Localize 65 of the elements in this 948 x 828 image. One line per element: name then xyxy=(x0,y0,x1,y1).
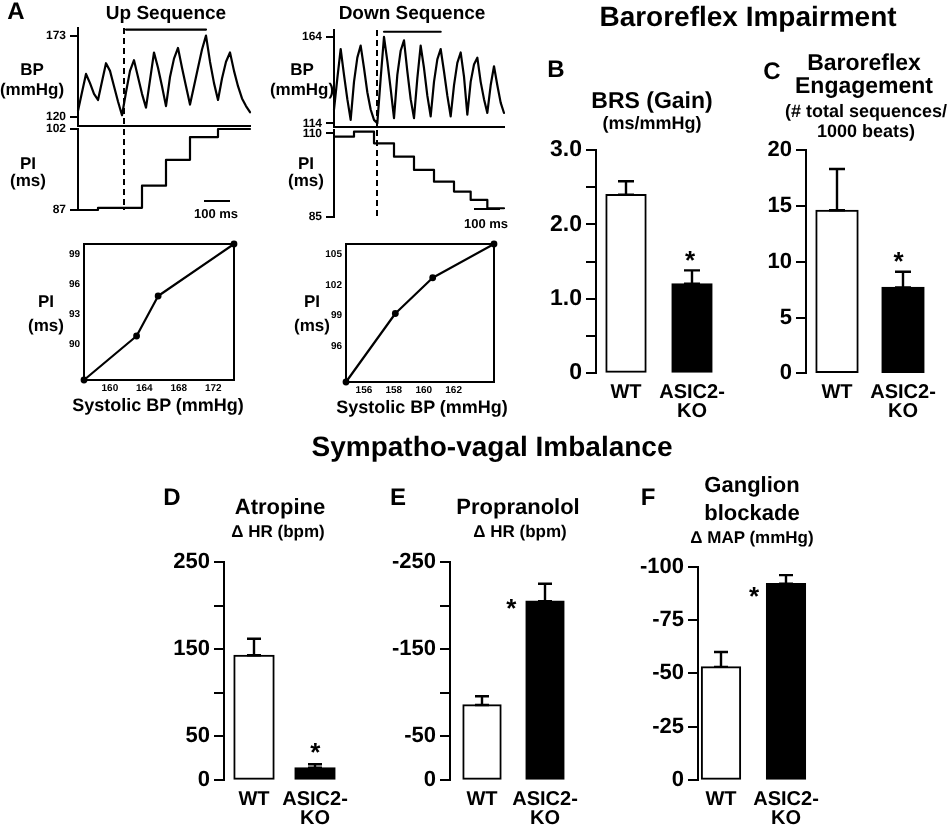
text: E xyxy=(389,482,407,511)
chart-subtitle: Δ MAP (mmHg) xyxy=(690,526,814,547)
text: F xyxy=(640,482,656,511)
y-tick-label: 3.0 xyxy=(550,138,582,163)
chart-subtitle: Δ HR (bpm) xyxy=(231,520,326,541)
x-tick-label: WT xyxy=(238,789,270,811)
x-tick-label: WT xyxy=(610,382,642,404)
chart-title: Up Sequence xyxy=(105,3,227,26)
x-tick-label: WT xyxy=(705,789,737,811)
chart-title: Propranolol xyxy=(456,496,580,521)
y-tick-label: 20 xyxy=(767,138,792,163)
y-tick-label: 50 xyxy=(185,724,210,749)
text: Baroreflex Impairment xyxy=(599,0,898,32)
chart-title: Baroreflex Engagement xyxy=(794,52,934,99)
x-axis-title: Systolic BP (mmHg) xyxy=(72,394,244,415)
y-tick-label: -250 xyxy=(391,550,436,575)
x-tick-label: ASIC2-KO xyxy=(659,382,725,423)
text: A xyxy=(7,0,26,25)
y-tick-label: 15 xyxy=(767,193,792,218)
y-tick-label: 250 xyxy=(173,550,210,575)
y-tick-label: -50 xyxy=(652,661,684,686)
y-tick-label: -25 xyxy=(652,714,684,739)
x-tick-label: ASIC2-KO xyxy=(512,789,578,828)
x-tick-label: ASIC2-KO xyxy=(870,382,936,424)
y-tick-label: 0 xyxy=(423,768,436,793)
y-tick-label: 0 xyxy=(197,768,210,793)
y-axis-title: BP (mmHg) xyxy=(269,58,335,99)
chart-title: Down Sequence xyxy=(338,3,486,26)
text: B xyxy=(547,54,566,83)
y-tick-label: -100 xyxy=(639,554,684,579)
y-tick-label: 0 xyxy=(671,768,684,793)
y-tick-label: -150 xyxy=(391,637,436,662)
chart-title: Ganglion blockade xyxy=(704,474,801,527)
annotation: * xyxy=(748,581,761,612)
y-axis-title: PI (ms) xyxy=(294,290,331,335)
y-tick-label: -75 xyxy=(652,608,684,633)
y-tick-label: 0 xyxy=(569,361,582,386)
y-tick-label: 5 xyxy=(779,305,792,330)
text: D xyxy=(163,482,182,511)
text: C xyxy=(763,56,782,85)
chart-subtitle: (# total sequences/ 1000 beats) xyxy=(784,100,948,141)
x-tick-label: ASIC2-KO xyxy=(282,789,348,828)
annotation: * xyxy=(893,245,906,276)
y-axis-title: PI (ms) xyxy=(10,152,47,190)
chart-title: Atropine xyxy=(234,496,326,521)
y-tick-label: 0 xyxy=(779,361,792,386)
annotation: * xyxy=(506,592,519,623)
y-tick-label: -50 xyxy=(404,724,436,749)
y-tick-label: 1.0 xyxy=(550,287,582,312)
chart-subtitle: Δ HR (bpm) xyxy=(473,520,568,541)
x-tick-label: WT xyxy=(821,382,853,405)
y-axis-title: BP (mmHg) xyxy=(0,58,65,99)
y-tick-label: 2.0 xyxy=(550,212,582,237)
chart-subtitle: (ms/mmHg) xyxy=(602,112,702,133)
text: Sympatho-vagal Imbalance xyxy=(311,429,673,462)
y-axis-title: PI (ms) xyxy=(288,152,325,190)
annotation: * xyxy=(310,737,323,768)
chart-title: BRS (Gain) xyxy=(591,90,714,115)
x-axis-title: Systolic BP (mmHg) xyxy=(336,396,508,417)
y-tick-label: 150 xyxy=(173,637,210,662)
y-tick-label: 10 xyxy=(767,249,792,274)
x-tick-label: ASIC2-KO xyxy=(753,789,819,828)
y-axis-title: PI (ms) xyxy=(28,290,65,335)
x-tick-label: WT xyxy=(466,789,498,811)
annotation: * xyxy=(684,244,697,275)
